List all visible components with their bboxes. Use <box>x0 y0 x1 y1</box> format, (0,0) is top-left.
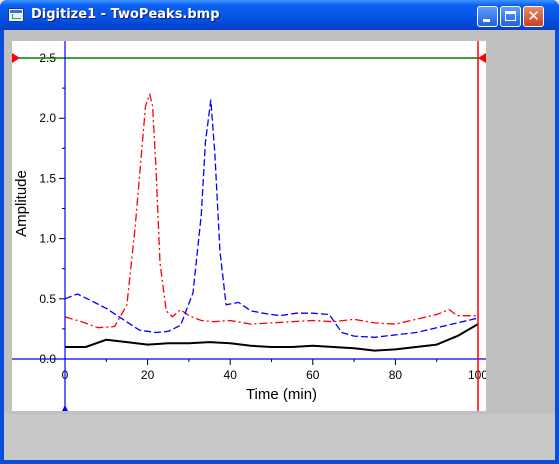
y-axis-title: Amplitude <box>13 170 30 237</box>
maximize-button[interactable] <box>500 6 521 27</box>
client-area: 0.00.51.01.52.02.5020406080100Time (min)… <box>4 30 555 460</box>
y-tick-label: 1.5 <box>39 171 56 185</box>
maximize-icon <box>505 11 516 21</box>
left-line-handle-icon[interactable] <box>12 53 20 63</box>
x-tick-label: 40 <box>224 368 238 382</box>
y-tick-label: 1.0 <box>39 232 56 246</box>
title-bar[interactable]: Digitize1 - TwoPeaks.bmp ✕ <box>0 0 559 30</box>
x-tick-label: 100 <box>468 368 486 382</box>
graph-image-canvas[interactable]: 0.00.51.01.52.02.5020406080100Time (min)… <box>12 41 486 411</box>
window-title: Digitize1 - TwoPeaks.bmp <box>31 7 220 22</box>
x1-line-handle-icon[interactable] <box>62 405 68 411</box>
data-series-line <box>64 93 478 329</box>
x-tick-label: 60 <box>306 368 320 382</box>
origin-graph-icon[interactable] <box>8 8 24 22</box>
y-tick-label: 0.5 <box>39 292 56 306</box>
data-series-line <box>65 323 479 352</box>
x-axis-title: Time (min) <box>246 386 317 403</box>
right-line-handle-icon[interactable] <box>478 53 486 63</box>
y-tick-label: 2.0 <box>39 111 56 125</box>
x-tick-label: 80 <box>389 368 403 382</box>
minimize-icon <box>483 19 490 22</box>
minimize-button[interactable] <box>477 6 498 27</box>
close-icon: ✕ <box>527 7 540 25</box>
close-button[interactable]: ✕ <box>523 6 544 27</box>
chart-svg[interactable]: 0.00.51.01.52.02.5020406080100Time (min)… <box>12 41 486 411</box>
x-tick-label: 20 <box>141 368 155 382</box>
bottom-gray-area <box>4 414 555 460</box>
data-series-line <box>64 99 479 338</box>
